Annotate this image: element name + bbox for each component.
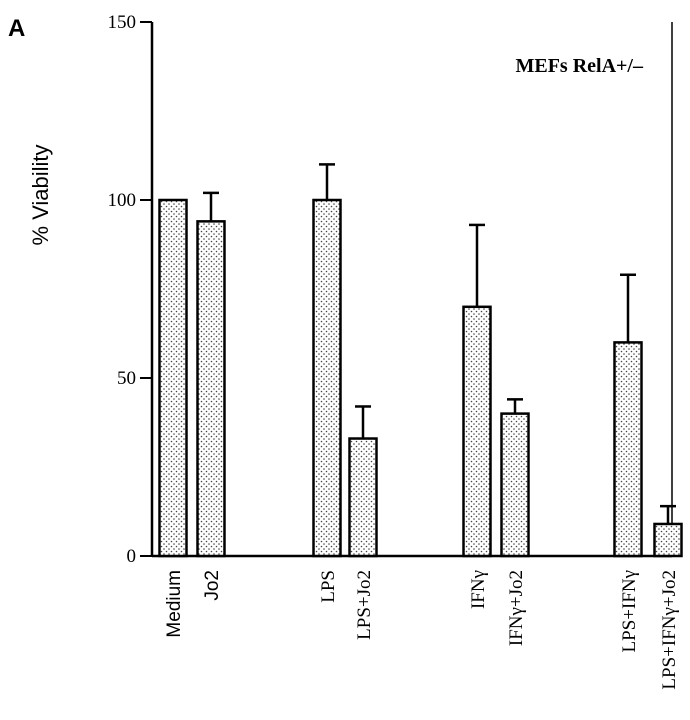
y-tick-label: 50 bbox=[117, 368, 136, 389]
plot-area: 0 50 100 150 Medium Jo2 LPS LPS+Jo2 IFNγ IFNγ+Jo2… bbox=[108, 12, 683, 690]
category-label: LPS+IFNγ bbox=[619, 570, 640, 652]
category-label: LPS+Jo2 bbox=[354, 570, 375, 640]
category-label: IFNγ bbox=[468, 570, 489, 609]
y-tick-label: 0 bbox=[127, 546, 137, 567]
bar bbox=[613, 341, 643, 558]
category-label: LPS+IFNγ+Jo2 bbox=[659, 570, 680, 690]
bar bbox=[196, 220, 226, 558]
bar bbox=[312, 198, 342, 558]
chart-title: MEFs RelA+/– bbox=[516, 55, 644, 77]
y-axis-label: % Viability bbox=[28, 144, 53, 245]
bar bbox=[500, 412, 530, 558]
bar bbox=[348, 437, 378, 558]
category-label: Medium bbox=[164, 570, 185, 638]
y-tick-label: 150 bbox=[108, 12, 137, 33]
category-label: LPS bbox=[318, 570, 339, 603]
bar bbox=[462, 305, 492, 558]
panel-label: A bbox=[8, 15, 25, 42]
y-tick-label: 100 bbox=[108, 190, 137, 211]
category-label: Jo2 bbox=[202, 570, 223, 601]
bar bbox=[158, 198, 188, 558]
category-label: IFNγ+Jo2 bbox=[506, 570, 527, 646]
bar bbox=[653, 522, 683, 558]
